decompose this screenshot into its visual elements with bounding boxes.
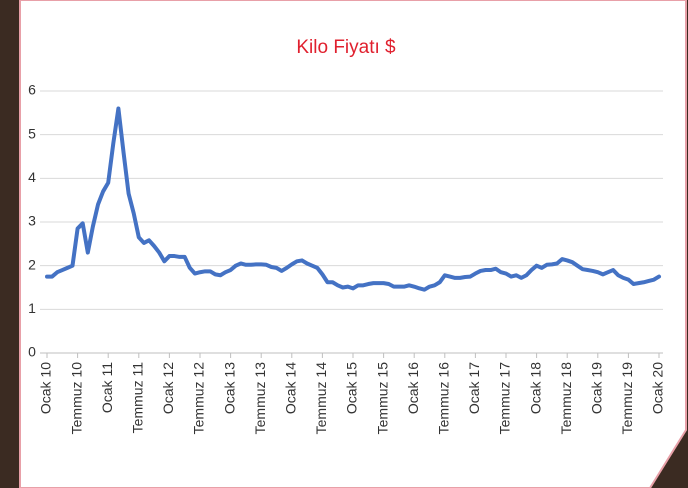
x-tick-label: Temmuz 10 [68, 362, 84, 435]
x-tick-label: Temmuz 12 [191, 362, 207, 435]
y-tick-label: 1 [28, 300, 36, 316]
card [19, 0, 687, 488]
x-tick-label: Ocak 19 [589, 362, 605, 414]
x-tick-label: Ocak 14 [283, 362, 299, 414]
x-tick-label: Temmuz 16 [436, 362, 452, 435]
x-tick-label: Ocak 16 [405, 362, 421, 414]
y-tick-label: 5 [28, 125, 36, 141]
x-tick-label: Ocak 13 [221, 362, 237, 414]
line-series [45, 106, 661, 292]
x-tick-label: Ocak 15 [344, 362, 360, 414]
x-tick-label: Ocak 20 [650, 362, 666, 414]
chart-title: Kilo Fiyatı $ [296, 37, 396, 58]
x-tick-label: Temmuz 17 [497, 362, 513, 435]
x-tick-label: Ocak 18 [527, 362, 543, 414]
y-tick-label: 4 [28, 169, 36, 185]
x-tick-label: Temmuz 15 [374, 362, 390, 435]
x-tick-label: Ocak 12 [160, 362, 176, 414]
y-tick-label: 0 [28, 344, 36, 360]
y-tick-label: 2 [28, 256, 36, 272]
y-tick-label: 3 [28, 213, 36, 229]
x-tick-label: Temmuz 18 [558, 362, 574, 435]
y-tick-label: 6 [28, 82, 36, 98]
x-tick-label: Temmuz 14 [313, 362, 329, 435]
x-tick-label: Ocak 10 [38, 362, 54, 414]
x-tick-label: Ocak 11 [99, 362, 115, 413]
x-tick-label: Temmuz 19 [619, 362, 635, 435]
x-tick-label: Temmuz 11 [130, 362, 146, 434]
x-tick-label: Temmuz 13 [252, 362, 268, 435]
x-tick-label: Ocak 17 [466, 362, 482, 414]
